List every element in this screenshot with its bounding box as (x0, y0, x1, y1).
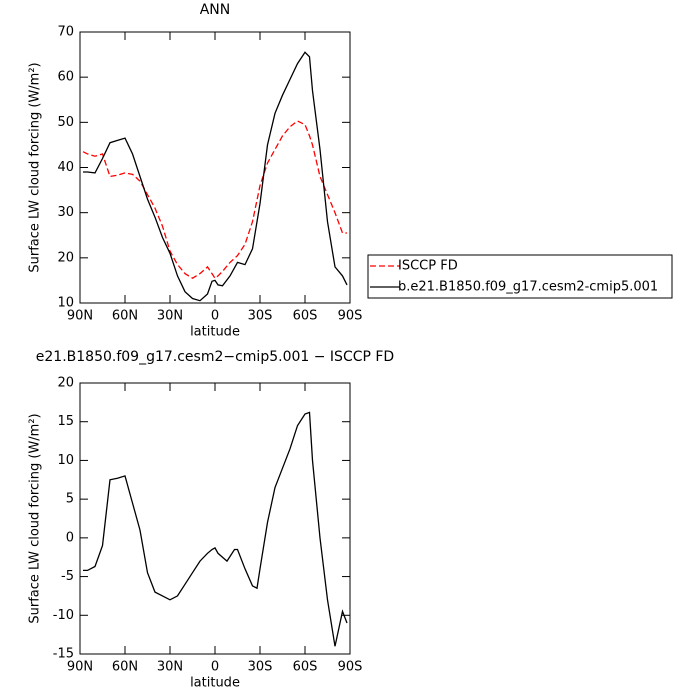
y-tick-label: 15 (57, 414, 74, 429)
x-tick-label: 90N (67, 309, 93, 324)
y-tick-label: 10 (57, 296, 74, 311)
y-tick-label: 5 (66, 492, 74, 507)
x-tick-label: 60S (293, 660, 318, 675)
data-line (82, 120, 347, 280)
x-axis-label: latitude (190, 676, 240, 691)
y-tick-label: 10 (57, 453, 74, 468)
y-tick-label: 50 (57, 115, 74, 130)
y-tick-label: 20 (57, 376, 74, 391)
y-axis-label: Surface LW cloud forcing (W/m²) (28, 413, 43, 623)
plot-frame (79, 382, 351, 655)
x-axis-label: latitude (190, 325, 240, 340)
chart-title: ANN (200, 2, 231, 18)
y-tick-label: -15 (53, 647, 74, 662)
y-tick-label: -10 (53, 608, 74, 623)
data-line (83, 51, 348, 302)
y-tick-label: 70 (57, 25, 74, 40)
x-tick-label: 30N (157, 309, 183, 324)
x-tick-label: 90S (338, 660, 363, 675)
x-tick-label: 90N (67, 660, 93, 675)
chart-title: e21.B1850.f09_g17.cesm2−cmip5.001 − ISCC… (36, 349, 394, 365)
plot-frame (79, 31, 351, 304)
y-tick-label: 40 (57, 160, 74, 175)
y-tick-label: 30 (57, 205, 74, 220)
x-tick-label: 30S (248, 309, 273, 324)
x-tick-label: 0 (211, 660, 219, 675)
y-tick-label: 60 (57, 70, 74, 85)
x-tick-label: 60S (293, 309, 318, 324)
y-tick-label: 20 (57, 250, 74, 265)
x-tick-label: 60N (112, 660, 138, 675)
x-tick-label: 30N (157, 660, 183, 675)
data-line (83, 411, 348, 647)
x-tick-label: 30S (248, 660, 273, 675)
legend-box (367, 254, 673, 299)
y-tick-label: 0 (66, 530, 74, 545)
legend-label: b.e21.B1850.f09_g17.cesm2-cmip5.001 (398, 280, 658, 295)
x-tick-label: 60N (112, 309, 138, 324)
y-tick-label: -5 (61, 569, 74, 584)
legend-label: ISCCP FD (398, 259, 458, 274)
x-tick-label: 90S (338, 309, 363, 324)
y-axis-label: Surface LW cloud forcing (W/m²) (28, 62, 43, 272)
x-tick-label: 0 (211, 309, 219, 324)
